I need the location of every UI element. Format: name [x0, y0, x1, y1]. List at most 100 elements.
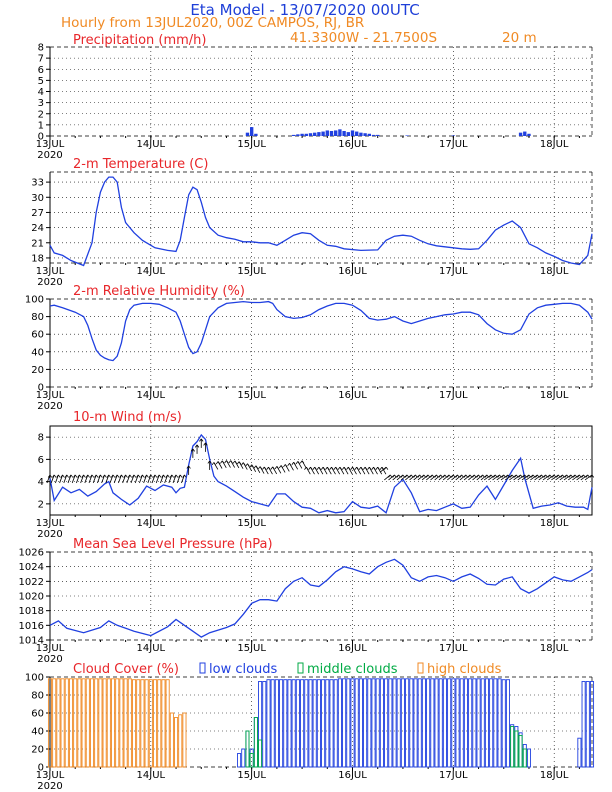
y-tick-label: 18 [31, 253, 44, 264]
series-line-temperature [49, 176, 593, 267]
wind-arrow-head [184, 474, 187, 478]
y-tick-label: 4 [38, 87, 44, 98]
cloud-bar-low-clouds [476, 678, 481, 768]
x-year-label: 2020 [37, 529, 62, 540]
cloud-bar-low-clouds [350, 678, 355, 768]
wind-arrow-head [224, 460, 227, 464]
wind-arrow-head [123, 474, 126, 478]
x-tick-label: 18JUL [540, 643, 569, 654]
cloud-bar-low-clouds [375, 678, 380, 768]
cloud-bar-low-clouds [363, 678, 368, 768]
cloud-bar-middle-clouds [514, 730, 519, 768]
cloud-bar-low-clouds [501, 679, 506, 768]
y-tick-label: 80 [31, 312, 44, 323]
wind-arrow-head [98, 474, 101, 478]
wind-arrow-head [308, 466, 311, 470]
cloud-bar-low-clouds [400, 678, 405, 768]
wind-arrow-head [95, 474, 99, 478]
wind-arrow-head [112, 474, 116, 478]
cloud-bar-middle-clouds [510, 726, 515, 768]
y-tick-label: 30 [31, 193, 44, 204]
wind-arrow [580, 474, 589, 481]
cloud-bar-low-clouds [497, 678, 502, 768]
cloud-bar-high-clouds [169, 712, 174, 768]
cloud-bar-low-clouds [405, 678, 410, 768]
cloud-bar-high-clouds [77, 678, 82, 768]
wind-arrow-head [280, 465, 284, 469]
wind-arrow-head [368, 466, 372, 470]
wind-arrow-head [100, 474, 103, 478]
cloud-bar-high-clouds [165, 679, 170, 768]
precip-bar [325, 130, 329, 136]
cloud-bar-low-clouds [358, 678, 363, 768]
precip-bar [371, 134, 376, 136]
cloud-bar-middle-clouds [249, 753, 254, 768]
wind-arrow [551, 474, 559, 481]
wind-arrow-head [585, 474, 589, 478]
cloud-bar-low-clouds [329, 679, 334, 768]
cloud-bar-high-clouds [89, 678, 95, 768]
cloud-bar-low-clouds [396, 678, 401, 768]
wind-arrow-head [573, 474, 576, 478]
cloud-bar-high-clouds [148, 679, 153, 768]
cloud-bar-low-clouds [304, 679, 309, 768]
cloud-bar-high-clouds [119, 678, 124, 768]
wind-arrow [555, 474, 563, 481]
y-tick-label: 0 [38, 132, 44, 143]
x-tick-label: 14JUL [137, 770, 166, 781]
wind-arrow-head [493, 474, 496, 478]
wind-arrow-head [268, 466, 271, 470]
wind-arrow-head [154, 474, 158, 478]
wind-arrow-head [148, 474, 152, 478]
wind-arrow-head [129, 474, 132, 478]
cloud-bar-low-clouds [434, 678, 439, 768]
x-tick-label: 18JUL [540, 266, 569, 277]
wind-arrow-head [388, 474, 391, 478]
wind-arrow-head [150, 474, 153, 478]
wind-arrow-head [392, 474, 395, 478]
wind-arrow-head [119, 474, 122, 478]
wind-arrow-head [295, 461, 299, 465]
precip-bar [350, 130, 355, 136]
wind-arrow-head [152, 474, 156, 478]
precip-bar [300, 133, 304, 136]
precip-bar [313, 132, 317, 136]
cloud-bar-low-clouds [379, 678, 384, 768]
wind-arrow-head [337, 466, 341, 470]
cloud-bar-low-clouds [333, 679, 338, 768]
cloud-bar-low-clouds [514, 726, 519, 768]
wind-arrow-head [70, 474, 74, 478]
precip-bar [359, 132, 363, 136]
cloud-bar-low-clouds [283, 679, 288, 768]
wind-arrow-head [232, 460, 236, 464]
x-tick-label: 16JUL [338, 139, 367, 150]
cloud-bar-low-clouds [384, 678, 389, 768]
wind-arrow-head [371, 466, 374, 470]
wind-arrow-head [196, 444, 200, 448]
wind-arrow-head [266, 466, 269, 470]
wind-arrow-head [199, 438, 202, 442]
cloud-bar-low-clouds [300, 679, 305, 768]
wind-arrow-head [312, 466, 316, 470]
wind-arrow-head [226, 460, 229, 464]
wind-arrow-head [447, 474, 450, 478]
wind-arrow-head [94, 474, 97, 478]
cloud-bar-low-clouds [316, 679, 321, 768]
wind-arrow-head [110, 474, 114, 478]
precip-bar [254, 133, 258, 136]
wind-arrow-head [200, 438, 204, 442]
wind-arrow-head [364, 466, 368, 470]
x-tick-label: 17JUL [439, 139, 468, 150]
wind-arrow-head [350, 466, 353, 470]
cloud-bar-middle-clouds [522, 748, 527, 768]
wind-arrow-head [304, 466, 307, 470]
y-tick-label: 1026 [19, 548, 44, 559]
x-tick-label: 13JUL [36, 266, 65, 277]
wind-arrow [492, 474, 500, 481]
wind-arrow-head [230, 460, 233, 464]
wind-arrow-head [409, 474, 412, 478]
cloud-bar-middle-clouds [245, 730, 250, 768]
wind-arrow-head [249, 464, 252, 468]
precip-bar [523, 131, 527, 136]
